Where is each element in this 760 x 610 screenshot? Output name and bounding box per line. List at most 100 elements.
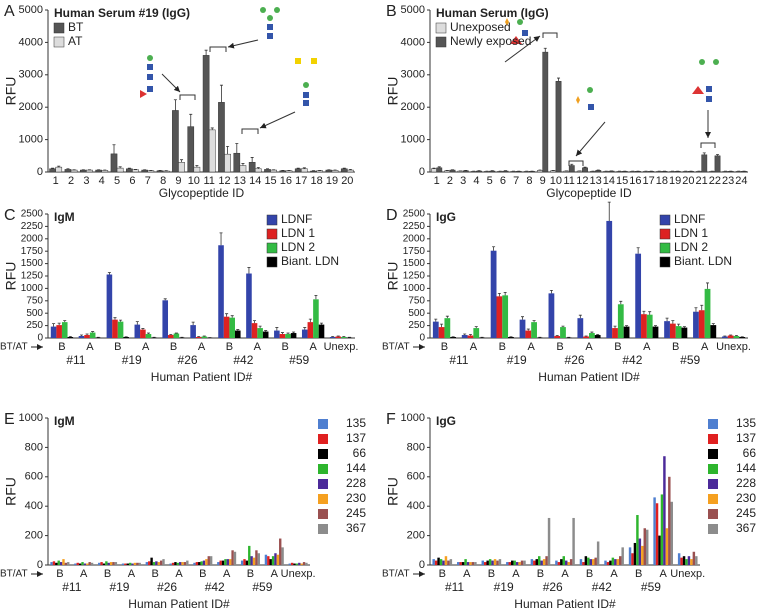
y-tick-label: 2000	[401, 101, 425, 113]
bar	[579, 559, 583, 565]
bar	[555, 81, 562, 173]
group-axis-label: BT/AT	[382, 569, 410, 580]
bar	[685, 559, 688, 565]
error-bar	[653, 325, 657, 327]
bar	[508, 562, 511, 565]
annotations	[140, 7, 719, 166]
x-tick-label: A	[470, 341, 478, 353]
legend-swatch	[708, 509, 718, 519]
arrow	[259, 111, 296, 129]
bar	[438, 327, 445, 338]
bar	[193, 562, 196, 565]
bar	[490, 250, 497, 338]
legend-swatch	[708, 494, 718, 504]
bar	[643, 528, 646, 565]
bar	[200, 561, 203, 565]
legend-label: 144	[736, 461, 756, 475]
bar	[246, 273, 252, 338]
bar	[582, 562, 585, 565]
legend-label: Biant. LDN	[674, 254, 732, 268]
legend-label: LDNF	[674, 212, 705, 226]
x-tick-label: 19	[326, 175, 338, 187]
bar	[79, 169, 87, 173]
bar	[248, 545, 251, 565]
bar	[234, 330, 241, 338]
bar	[665, 528, 669, 565]
bar	[132, 169, 139, 173]
error-bar	[119, 319, 123, 322]
bar	[318, 324, 325, 338]
legend-swatch	[318, 434, 328, 444]
legend-swatch	[318, 464, 328, 474]
bar	[614, 559, 617, 565]
error-bar	[52, 323, 56, 327]
x-tick-label: 5	[114, 175, 120, 187]
y-tick-label: 1500	[21, 258, 44, 269]
group-label: #26	[543, 580, 563, 594]
bar	[239, 165, 247, 173]
bar	[582, 167, 588, 173]
group-label: #26	[178, 353, 198, 367]
bar	[301, 329, 308, 338]
x-tick-label: 6	[500, 175, 506, 187]
x-tick-label: B	[247, 568, 254, 580]
x-tick-label: 4	[473, 175, 479, 187]
error-bar	[235, 143, 239, 154]
error-bar	[79, 334, 83, 337]
y-tick-label: 3000	[401, 69, 425, 81]
bar	[589, 559, 592, 565]
bar	[78, 336, 85, 338]
y-tick-label: 800	[407, 441, 425, 453]
x-tick-label: B	[614, 341, 621, 353]
bar	[340, 168, 348, 173]
bar	[141, 169, 149, 173]
legend-swatch	[318, 494, 328, 504]
bar	[537, 170, 543, 173]
x-tick-label: 1	[53, 175, 59, 187]
bar	[695, 556, 698, 565]
y-axis-label: RFU	[385, 77, 401, 106]
x-tick-label: B	[104, 568, 111, 580]
error-bar	[253, 320, 257, 324]
group-label: #59	[289, 353, 309, 367]
bar	[612, 328, 618, 338]
bar	[555, 560, 558, 565]
legend-label: Newly exposed	[450, 34, 531, 48]
x-tick-label: 20	[341, 175, 353, 187]
bar	[140, 329, 146, 338]
bar	[285, 170, 293, 173]
bar	[680, 557, 683, 565]
error-bar	[141, 328, 145, 330]
bar	[156, 170, 164, 173]
legend-label: 245	[736, 506, 756, 520]
bar	[290, 333, 297, 338]
bar	[464, 559, 467, 565]
bar	[257, 553, 260, 565]
error-bar	[503, 291, 507, 296]
bar	[518, 562, 521, 565]
bar	[176, 562, 179, 565]
error-bar	[256, 167, 260, 169]
y-tick-label: 0	[37, 333, 43, 344]
bar	[217, 562, 220, 565]
error-bar	[63, 320, 67, 323]
error-bar	[445, 315, 449, 319]
bar	[229, 559, 232, 565]
error-bar	[258, 325, 262, 329]
bar	[595, 170, 602, 173]
bar	[254, 168, 262, 173]
x-tick-label: 20	[682, 175, 694, 187]
arrow	[161, 73, 181, 93]
y-tick-label: 2250	[403, 221, 426, 232]
x-tick-label: A	[463, 568, 471, 580]
bar	[721, 336, 728, 338]
bar	[202, 55, 210, 173]
bar	[128, 562, 132, 565]
bar	[205, 559, 208, 565]
x-tick-label: 13	[234, 175, 246, 187]
bar	[124, 563, 127, 565]
error-bar	[286, 332, 290, 335]
group-axis-label: BT/AT	[382, 342, 410, 353]
bar	[550, 170, 557, 173]
bar	[133, 562, 137, 565]
